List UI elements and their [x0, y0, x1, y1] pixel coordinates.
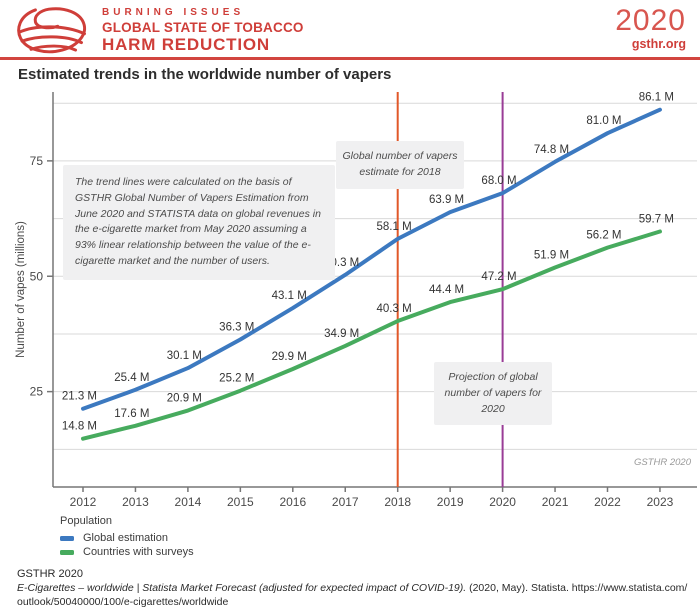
- data-label: 43.1 M: [272, 290, 307, 302]
- legend-label: Countries with surveys: [83, 546, 194, 558]
- data-label: 51.9 M: [534, 249, 569, 261]
- legend-item-countries-with-surveys: Countries with surveys: [60, 545, 194, 559]
- data-label: 21.3 M: [62, 391, 97, 403]
- header-bar: BURNING ISSUES GLOBAL STATE OF TOBACCO H…: [0, 0, 700, 60]
- x-tick-label: 2019: [437, 495, 464, 509]
- y-axis-title: Number of vapes (millions): [15, 221, 27, 358]
- data-label: 86.1 M: [639, 92, 674, 104]
- annotation-2018-box: Global number of vapers estimate for 201…: [336, 141, 464, 189]
- x-tick-label: 2015: [227, 495, 254, 509]
- x-tick-label: 2016: [279, 495, 306, 509]
- series-line-countries-with-surveys: [81, 229, 662, 441]
- data-label: 17.6 M: [114, 408, 149, 420]
- x-tick-label: 2022: [594, 495, 621, 509]
- citation-italic-part: E-Cigarettes – worldwide | Statista Mark…: [17, 582, 467, 594]
- legend-swatch-blue: [60, 535, 74, 541]
- x-tick-label: 2014: [175, 495, 202, 509]
- data-label: 14.8 M: [62, 421, 97, 433]
- footer-citation: E-Cigarettes – worldwide | Statista Mark…: [17, 582, 689, 609]
- x-tick-label: 2017: [332, 495, 359, 509]
- website-link[interactable]: gsthr.org: [631, 37, 686, 51]
- x-tick-label: 2013: [122, 495, 149, 509]
- citation-regular-part: (2020, May). Statista. https://www.stati…: [466, 582, 688, 594]
- legend-label: Global estimation: [83, 532, 168, 544]
- series-line-global-estimation: [81, 107, 662, 411]
- y-tick-label: 75: [30, 154, 44, 168]
- data-label: 59.7 M: [639, 213, 674, 225]
- data-label: 29.9 M: [272, 351, 307, 363]
- x-tick-label: 2023: [647, 495, 674, 509]
- header-right: 2020 gsthr.org: [615, 4, 686, 52]
- legend-title: Population: [60, 515, 112, 527]
- edition-year: 2020: [615, 4, 686, 37]
- annotation-2020-box: Projection of global number of vapers fo…: [434, 362, 552, 426]
- legend-item-global-estimation: Global estimation: [60, 531, 194, 545]
- data-label: 20.9 M: [167, 393, 202, 405]
- x-tick-label: 2018: [384, 495, 411, 509]
- x-tick-label: 2020: [489, 495, 516, 509]
- data-label: 47.2 M: [481, 271, 516, 283]
- data-label: 30.1 M: [167, 350, 202, 362]
- y-tick-label: 25: [30, 385, 44, 399]
- data-label: 25.2 M: [219, 373, 254, 385]
- x-tick-label: 2012: [70, 495, 97, 509]
- footer: GSTHR 2020 E-Cigarettes – worldwide | St…: [17, 568, 689, 609]
- chart-watermark: GSTHR 2020: [634, 457, 692, 468]
- data-label: 25.4 M: [114, 372, 149, 384]
- data-label: 34.9 M: [324, 328, 359, 340]
- brand-line-global-state: GLOBAL STATE OF TOBACCO: [102, 20, 304, 36]
- data-label: 36.3 M: [219, 321, 254, 333]
- chart-canvas: 25 50 75 2012 2013 2014 2015 2016 2017 2018 2019 20…: [15, 92, 697, 509]
- data-label: 63.9 M: [429, 194, 464, 206]
- methodology-note-box: The trend lines were calculated on the b…: [63, 165, 335, 280]
- data-label: 74.8 M: [534, 144, 569, 156]
- citation-url-line2: outlook/50040000/100/e-cigarettes/worldw…: [17, 595, 229, 608]
- data-label: 81.0 M: [586, 115, 621, 127]
- globe-logo-icon: [17, 7, 87, 54]
- brand-line-burning-issues: BURNING ISSUES: [102, 7, 245, 18]
- data-label: 58.1 M: [377, 221, 412, 233]
- data-label: 44.4 M: [429, 284, 464, 296]
- page-title: Estimated trends in the worldwide number…: [18, 66, 392, 83]
- footer-org-line: GSTHR 2020: [17, 568, 84, 580]
- y-tick-label: 50: [30, 269, 44, 283]
- data-label: 68.0 M: [481, 175, 516, 187]
- data-label: 56.2 M: [586, 230, 621, 242]
- legend-swatch-green: [60, 549, 74, 555]
- vapers-trend-chart: 25 50 75 2012 2013 2014 2015 2016 2017 2018 2019 20…: [0, 85, 700, 510]
- x-tick-label: 2021: [542, 495, 569, 509]
- brand-text: BURNING ISSUES GLOBAL STATE OF TOBACCO H…: [102, 7, 304, 54]
- data-label: 40.3 M: [377, 303, 412, 315]
- brand-line-harm-reduction: HARM REDUCTION: [102, 35, 270, 55]
- legend: Population Global estimation Countries w…: [60, 515, 194, 559]
